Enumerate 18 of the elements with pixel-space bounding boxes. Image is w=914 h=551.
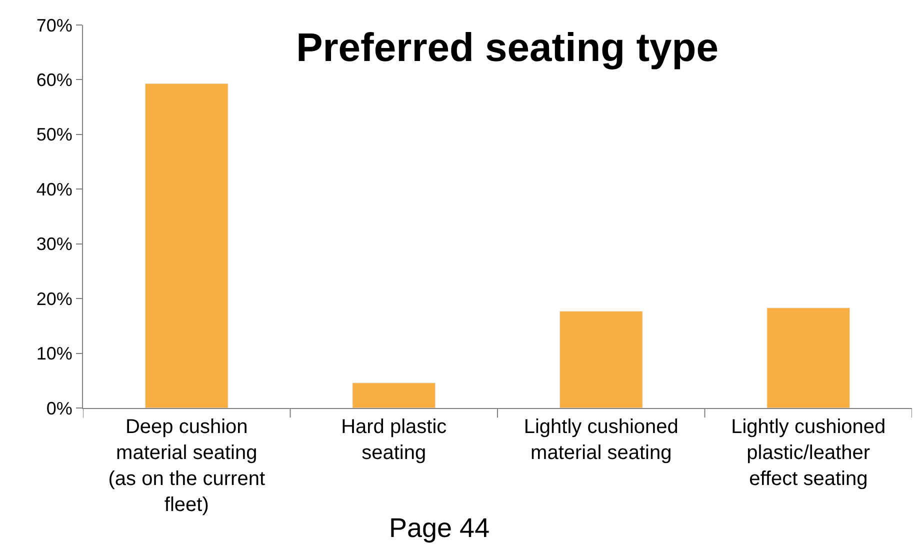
bar [766,308,850,408]
x-tick-label: Lightly cushioned plastic/leather effect seating [731,416,886,490]
y-tick-label: 40% [36,179,72,200]
x-tick-label: Hard plastic seating [341,416,447,464]
text: Page 44 [389,513,490,543]
y-tick-label: 20% [36,288,72,309]
y-tick-label: 0% [46,398,72,418]
chart-title: Preferred seating type [296,26,718,70]
bar [352,382,436,408]
bar [559,310,643,408]
y-tick-label: 10% [36,344,72,364]
x-tick-label: Deep cushion material seating (as on the current fleet) [108,416,266,516]
y-tick-label: 50% [36,124,72,145]
x-tick-label: Lightly cushioned material seating [524,416,678,464]
y-tick-label: 60% [36,70,72,90]
y-tick-label: 30% [36,234,72,254]
y-tick-label: 70% [36,15,72,36]
bar [144,83,228,408]
